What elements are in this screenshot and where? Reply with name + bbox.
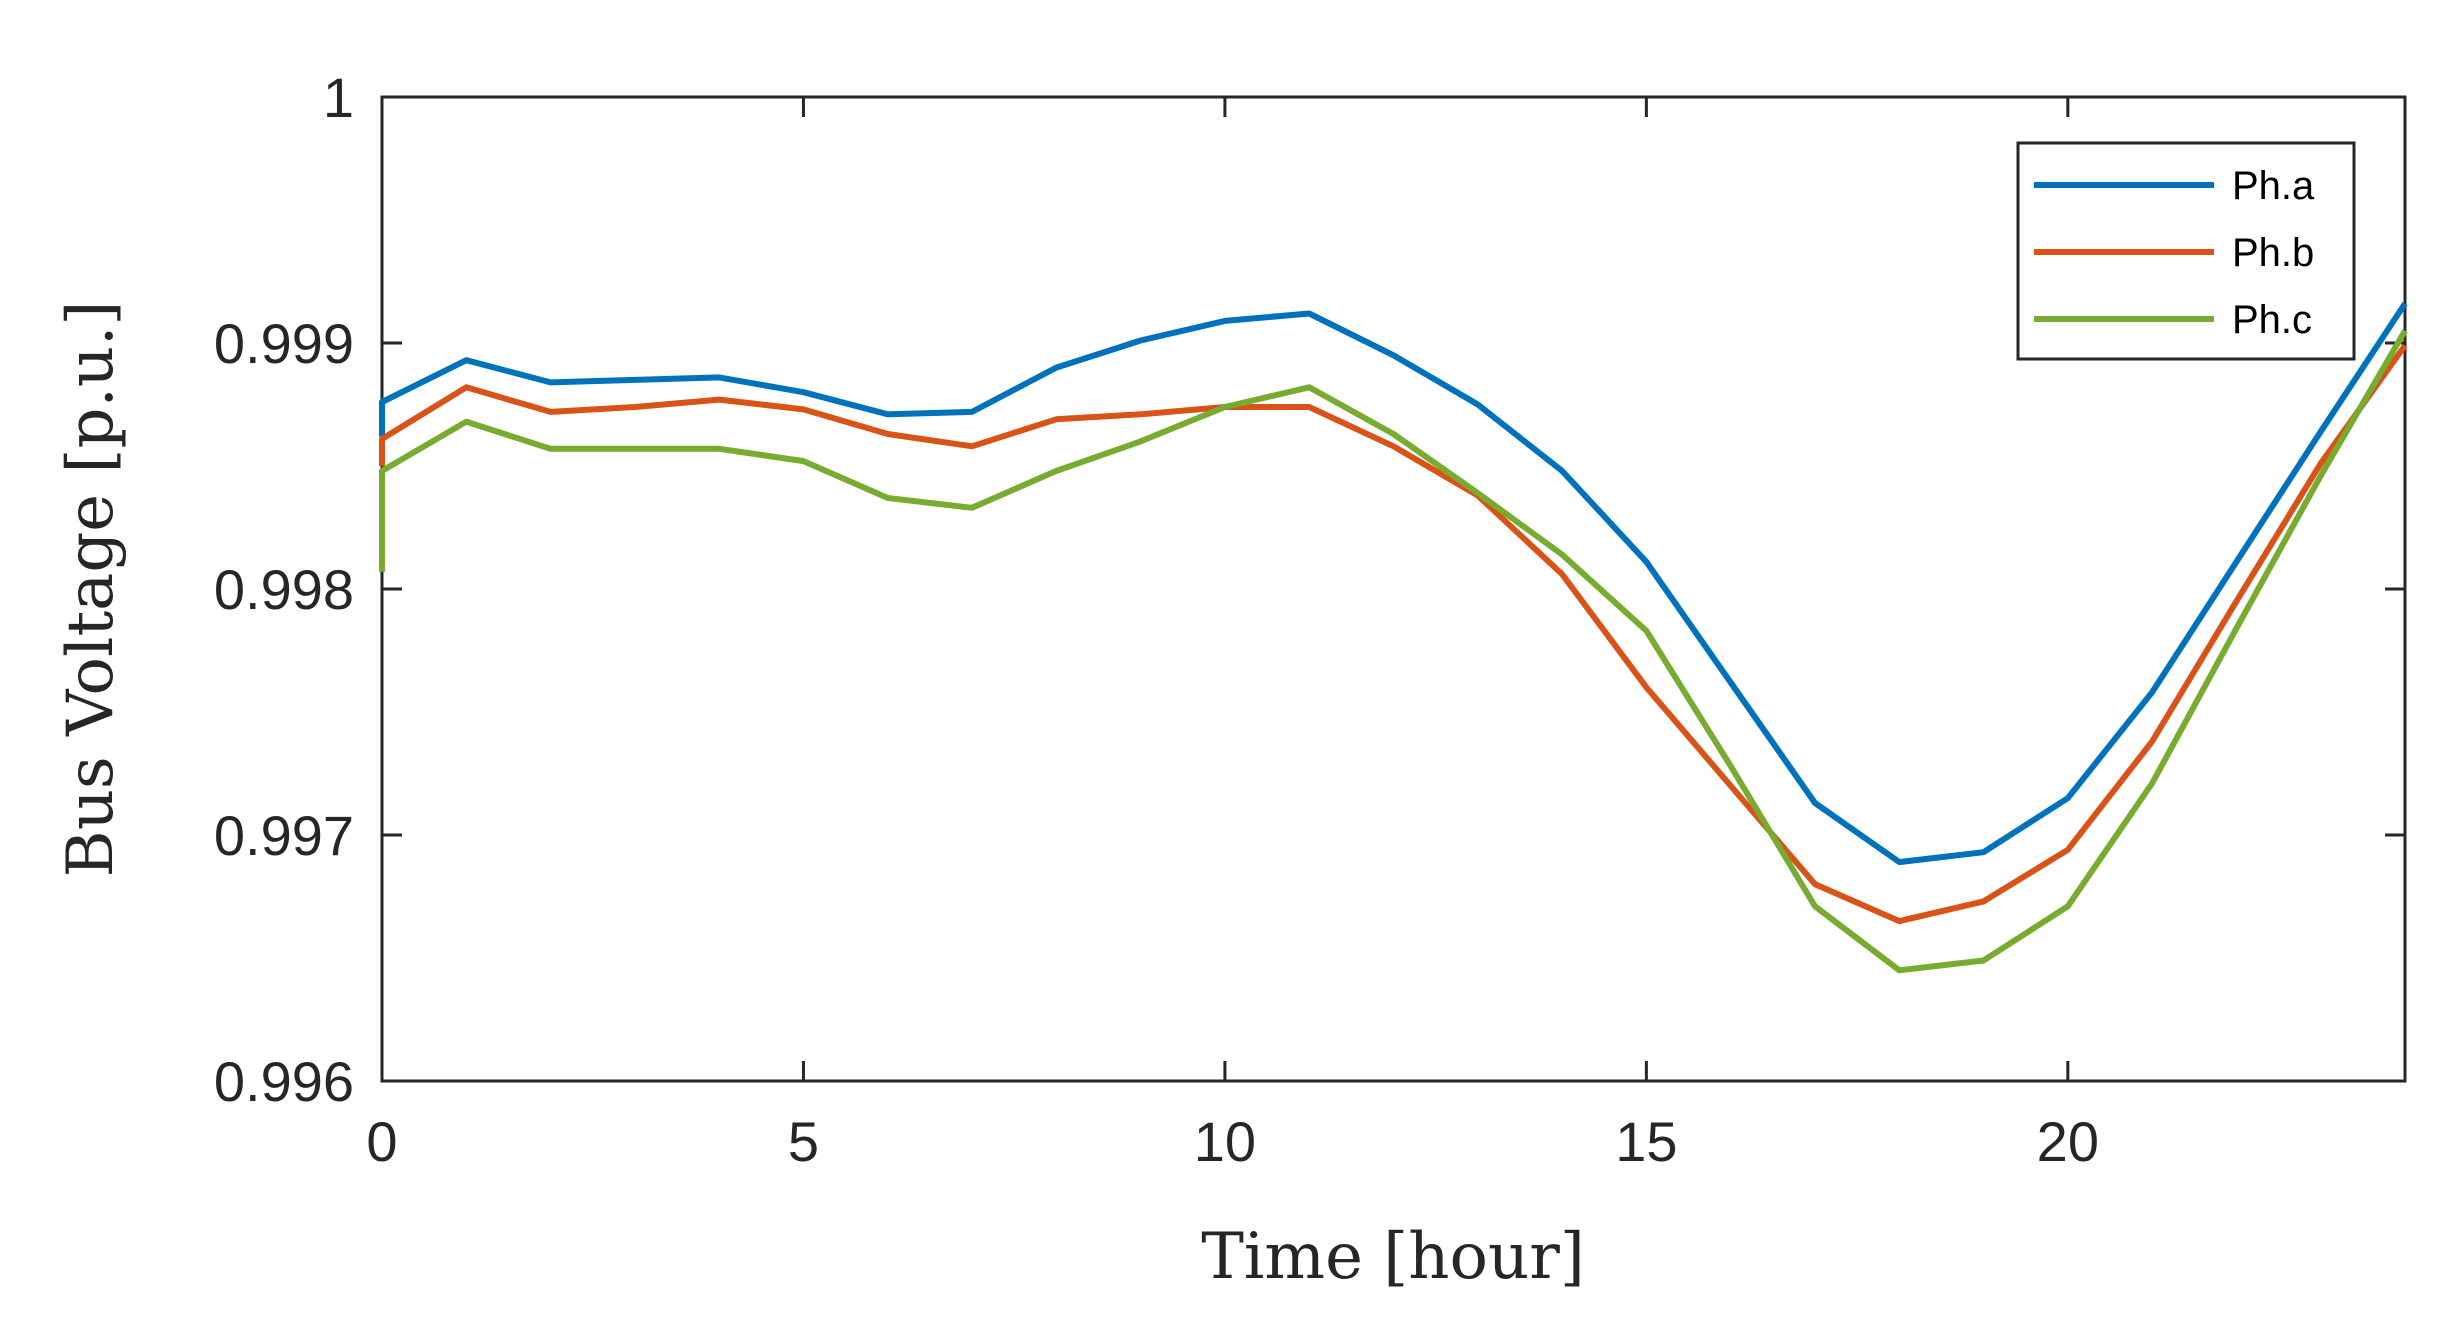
x-axis-label: Time [hour] — [1201, 1220, 1585, 1294]
legend-label-ph-b: Ph.b — [2232, 231, 2314, 275]
x-tick-label: 5 — [788, 1110, 819, 1173]
legend: Ph.a Ph.b Ph.c — [2016, 141, 2356, 361]
tick-labels: 0 5 10 15 20 0.996 0.997 0.998 0.999 1 — [214, 66, 2099, 1173]
x-tick-label: 15 — [1615, 1110, 1677, 1173]
y-tick-label: 0.999 — [214, 312, 354, 375]
x-tick-label: 0 — [366, 1110, 397, 1173]
legend-label-ph-a: Ph.a — [2232, 164, 2315, 208]
x-tick-label: 10 — [1194, 1110, 1256, 1173]
y-tick-label: 1 — [323, 66, 354, 129]
series-layer — [379, 301, 2408, 974]
x-tick-label: 20 — [2037, 1110, 2099, 1173]
y-axis-label: Bus Voltage [p.u.] — [54, 301, 128, 878]
y-tick-label: 0.996 — [214, 1050, 354, 1113]
y-tick-label: 0.998 — [214, 558, 354, 621]
series-line-ph-c — [379, 329, 2408, 974]
series-line-ph-b — [379, 343, 2408, 925]
y-tick-label: 0.997 — [214, 804, 354, 867]
series-line-ph-a — [379, 301, 2408, 866]
legend-label-ph-c: Ph.c — [2232, 298, 2312, 342]
